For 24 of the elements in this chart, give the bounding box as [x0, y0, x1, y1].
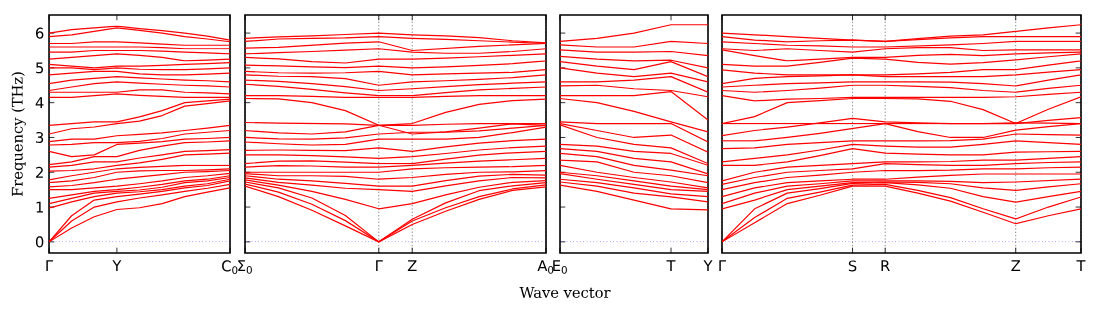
x-tick-label: Z — [407, 260, 417, 272]
x-axis-title: Wave vector — [519, 287, 611, 298]
y-tick-label: 4 — [35, 97, 44, 109]
y-tick-label: 6 — [36, 27, 44, 39]
x-tick-label: C$_{0}$ — [222, 260, 238, 274]
y-tick-label: 2 — [36, 166, 43, 178]
x-tick-label: Z — [1011, 260, 1021, 272]
x-tick-label: T — [666, 260, 676, 272]
y-tick-label: 5 — [36, 62, 44, 74]
x-tick-label: E$_{0}$ — [553, 260, 567, 274]
x-tick-label: T — [1076, 260, 1086, 272]
x-tick-label: Γ — [46, 260, 54, 272]
x-tick-label: Σ$_{0}$ — [238, 260, 252, 274]
x-tick-label: Y — [703, 260, 713, 272]
x-tick-label: Γ — [719, 260, 727, 272]
y-axis-title: Frequency (THz) — [11, 72, 26, 197]
x-tick-label: R — [881, 260, 890, 272]
y-tick-label: 1 — [36, 201, 43, 213]
x-tick-label: A$_{0}$ — [537, 260, 554, 274]
x-tick-label: S — [848, 260, 857, 272]
x-tick-label: Γ — [376, 260, 383, 272]
x-tick-label: Y — [112, 260, 122, 272]
y-tick-label: 0 — [35, 236, 44, 248]
y-tick-label: 3 — [36, 131, 44, 144]
